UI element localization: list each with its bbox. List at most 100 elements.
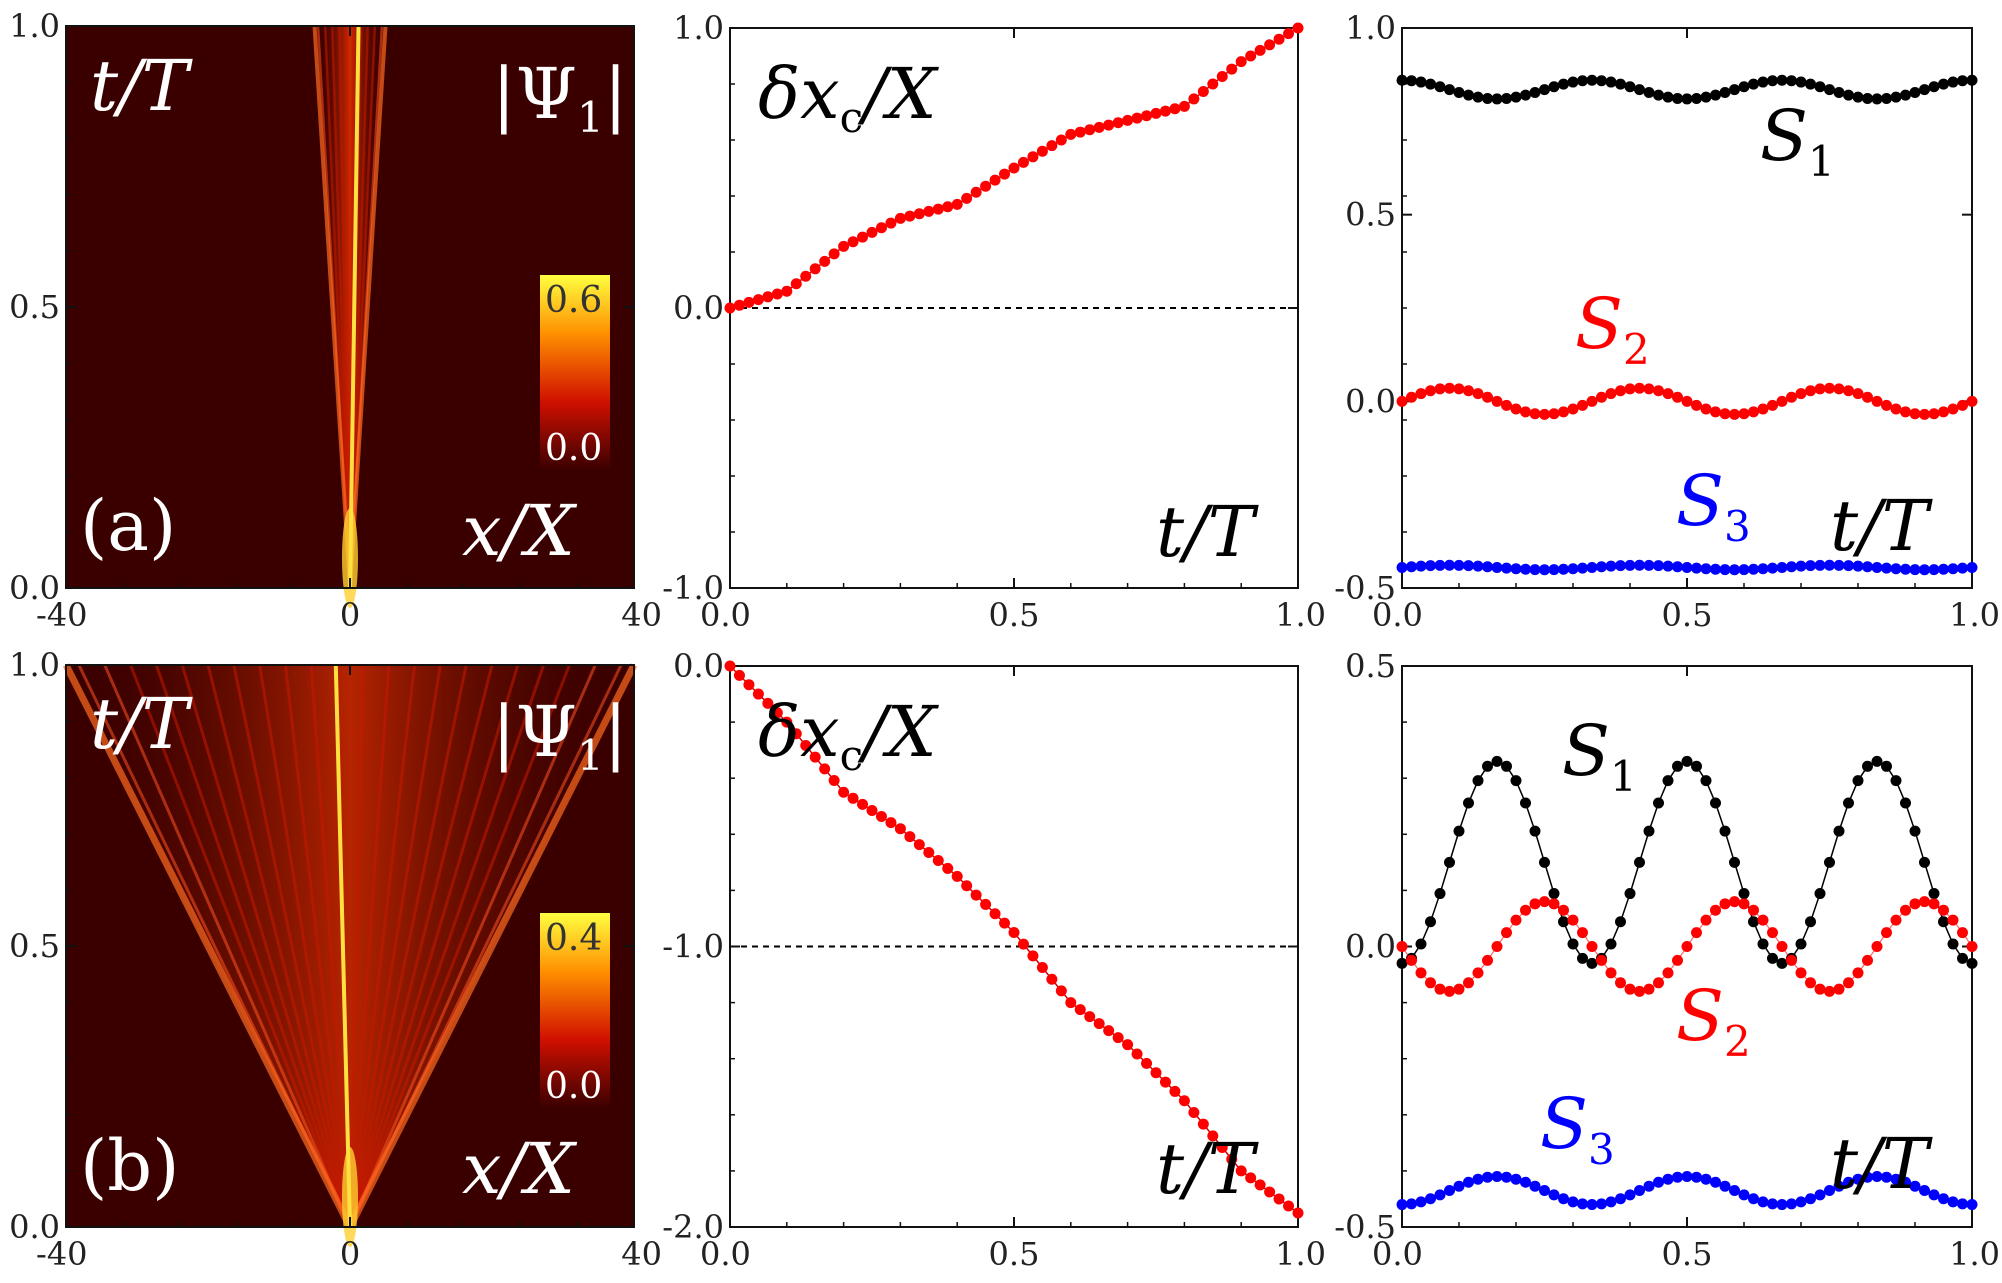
- y-tick-label: 0.0: [673, 289, 724, 327]
- streak: [283, 664, 352, 1228]
- y-tick-label: 0.0: [1345, 928, 1396, 966]
- data-point: [1548, 898, 1560, 910]
- data-point: [1795, 1196, 1807, 1208]
- data-point: [1491, 940, 1503, 952]
- data-point: [1444, 382, 1455, 394]
- data-point: [809, 751, 821, 763]
- data-point: [1719, 898, 1731, 910]
- data-point: [1577, 927, 1588, 939]
- data-point: [1425, 78, 1436, 90]
- data-point: [1434, 888, 1446, 900]
- data-point: [1966, 74, 1978, 86]
- data-point: [1729, 408, 1740, 420]
- data-point: [1634, 84, 1645, 96]
- panel-a2-line: 0.0 0.5 1.0-1.00.01.0 δxc/X t/T: [662, 9, 1326, 634]
- data-point: [1710, 89, 1721, 101]
- data-point: [828, 775, 840, 787]
- data-point: [1852, 1173, 1864, 1185]
- data-point: [970, 889, 982, 901]
- data-point: [1472, 1173, 1484, 1185]
- data-point: [1957, 927, 1968, 939]
- data-point: [1805, 385, 1816, 397]
- streak: [348, 664, 597, 1228]
- data-point: [771, 288, 783, 300]
- data-point: [1596, 954, 1607, 966]
- data-point: [733, 669, 745, 681]
- data-point: [1909, 564, 1921, 576]
- data-point: [1919, 564, 1930, 576]
- data-point: [1548, 564, 1560, 576]
- data-point: [733, 299, 745, 311]
- data-point: [1624, 888, 1636, 900]
- data-point: [1757, 403, 1769, 415]
- data-point: [1520, 89, 1531, 101]
- data-point: [1843, 89, 1854, 101]
- x-tick-label: 40: [621, 1235, 662, 1273]
- data-point: [1254, 44, 1266, 56]
- streak: [103, 664, 352, 1228]
- data-point: [1178, 100, 1190, 112]
- data-point: [1729, 84, 1740, 96]
- data-point: [1396, 941, 1408, 953]
- data-point: [1406, 75, 1417, 87]
- data-point: [961, 880, 973, 892]
- ylabel: δxc/X: [758, 691, 940, 780]
- data-point: [819, 763, 831, 775]
- data-point: [1729, 856, 1740, 868]
- data-point: [1824, 856, 1835, 868]
- series-label-s1: S1: [1760, 95, 1835, 186]
- x-tick-label: 1.0: [1275, 596, 1326, 634]
- data-point: [1074, 126, 1086, 138]
- y-tick-label: 0.0: [9, 569, 60, 607]
- x-tick-label: 0.5: [989, 1235, 1040, 1273]
- data-point: [1539, 564, 1550, 576]
- data-point: [1558, 78, 1569, 90]
- axis-ticks: 0.0 0.5 1.0-0.50.00.51.0: [1334, 9, 2000, 634]
- data-point: [1653, 385, 1664, 397]
- streak: [348, 664, 365, 1228]
- data-point: [1567, 938, 1579, 950]
- data-point: [1027, 950, 1039, 962]
- series-label-s1: S1: [1562, 710, 1637, 801]
- data-point: [1843, 1176, 1854, 1188]
- data-point: [1178, 1095, 1190, 1107]
- colorbar: [540, 913, 610, 1108]
- data-point: [1216, 1142, 1228, 1154]
- data-point: [1729, 564, 1740, 576]
- data-point: [1786, 561, 1797, 573]
- xlabel: t/T: [1830, 1123, 1933, 1205]
- y-tick-label: -2.0: [662, 1208, 724, 1246]
- xlabel: t/T: [1156, 491, 1259, 573]
- center-track: [348, 25, 361, 589]
- data-point: [1273, 1193, 1285, 1205]
- data-point: [1843, 385, 1854, 397]
- data-point: [1662, 775, 1674, 787]
- data-point: [1055, 134, 1067, 146]
- xlabel: t/T: [1830, 485, 1933, 567]
- data-point: [1748, 406, 1759, 418]
- data-point: [1482, 760, 1493, 772]
- data-point: [1700, 914, 1712, 926]
- data-point: [1748, 916, 1759, 928]
- data-point: [1643, 383, 1655, 395]
- data-point: [1434, 1189, 1446, 1201]
- data-point: [1691, 562, 1702, 574]
- data-point: [1605, 388, 1617, 400]
- axis-ticks: 0.0 0.5 1.0-0.50.00.5: [1334, 647, 2000, 1273]
- data-point: [1662, 1173, 1674, 1185]
- data-point: [1890, 91, 1902, 103]
- x-tick-label: 1.0: [1275, 1235, 1326, 1273]
- data-point: [1928, 408, 1940, 420]
- data-point: [1938, 904, 1949, 916]
- data-point: [1235, 1165, 1247, 1177]
- data-point: [1529, 1180, 1541, 1192]
- data-point: [1738, 888, 1750, 900]
- data-point: [1558, 563, 1569, 575]
- streak: [206, 664, 352, 1228]
- data-point: [1881, 562, 1892, 574]
- data-point: [1957, 399, 1968, 411]
- data-point: [1900, 89, 1911, 101]
- data-point: [1520, 406, 1531, 418]
- data-point: [1900, 563, 1911, 575]
- data-point: [1197, 1118, 1209, 1130]
